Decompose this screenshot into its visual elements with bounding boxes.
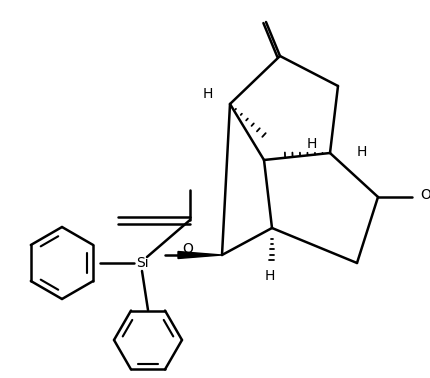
Text: H: H [203,87,213,101]
Text: O: O [182,242,193,256]
Text: H: H [264,269,274,283]
Text: H: H [306,137,316,151]
Text: H: H [356,145,366,159]
Polygon shape [178,251,221,259]
Text: OH: OH [419,188,430,202]
Text: Si: Si [135,256,148,270]
